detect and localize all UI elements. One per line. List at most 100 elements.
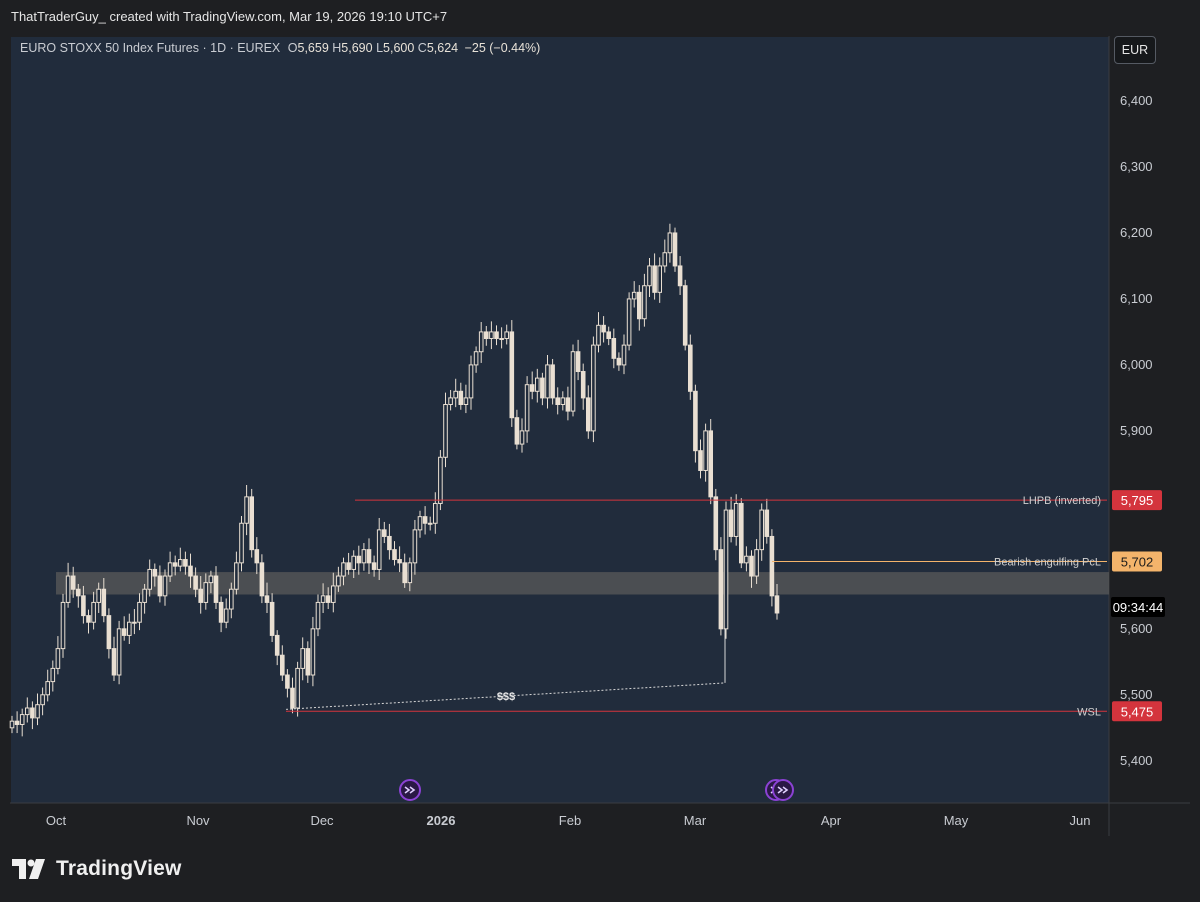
candle-bullish <box>443 403 448 458</box>
candle-bullish <box>723 509 729 630</box>
candle-bearish <box>616 357 622 366</box>
candle-bearish <box>346 562 351 570</box>
price-tick-label: 5,600 <box>1120 621 1153 636</box>
currency-button[interactable]: EUR <box>1114 36 1156 64</box>
candle-bullish <box>407 562 413 584</box>
candle-bullish <box>116 628 122 676</box>
candle-bullish <box>427 522 433 525</box>
time-tick-label: Jun <box>1070 813 1091 828</box>
candle-bullish <box>178 559 183 567</box>
candle-bearish <box>285 674 290 689</box>
candle-bullish <box>468 364 474 399</box>
candle-bullish <box>315 601 321 630</box>
candle-bearish <box>397 559 402 564</box>
low-label: L <box>376 41 384 55</box>
candle-bullish <box>162 575 168 597</box>
price-tick-label: 6,400 <box>1120 93 1153 108</box>
candle-bearish <box>708 430 714 498</box>
price-tick-label: 5,900 <box>1120 423 1153 438</box>
candle-bearish <box>259 562 265 597</box>
candle-bullish <box>25 707 30 716</box>
candle-bearish <box>739 502 744 564</box>
candle-bearish <box>152 568 158 577</box>
price-tick-label: 6,100 <box>1120 291 1153 306</box>
candle-bullish <box>499 338 504 341</box>
bearish-engulfing-label: Bearish engulfing PcL <box>994 557 1101 569</box>
time-tick-label: Oct <box>46 813 67 828</box>
open-value: 5,659 <box>297 41 329 55</box>
candle-bullish <box>55 648 61 669</box>
candle-bullish <box>438 456 443 504</box>
candle-bullish <box>657 265 663 293</box>
candle-bearish <box>382 529 387 537</box>
countdown-badge-bg <box>1111 597 1165 617</box>
candle-bullish <box>631 291 637 300</box>
candle-bullish <box>142 588 147 603</box>
lhpb-price-badge: 5,795 <box>1121 493 1154 508</box>
candle-bullish <box>463 397 469 405</box>
candle-bullish <box>478 331 484 353</box>
candle-bullish <box>208 575 214 584</box>
close-label: C <box>417 41 427 55</box>
candle-bullish <box>336 575 341 587</box>
candle-bullish <box>223 608 229 623</box>
candle-bearish <box>402 562 407 584</box>
event-marker-icon-arrow-icon <box>777 786 789 794</box>
candle-bearish <box>325 595 331 603</box>
candle-bearish <box>274 634 280 656</box>
bearish-engulfing-price-badge-bg <box>1112 551 1162 572</box>
candle-bearish <box>550 364 555 399</box>
candle-bearish <box>172 562 178 567</box>
candle-bullish <box>331 585 336 603</box>
high-value: 5,690 <box>341 41 373 55</box>
candle-bullish <box>40 694 45 706</box>
candle-bearish <box>586 397 591 432</box>
candle-bearish <box>514 417 520 445</box>
candle-bearish <box>718 549 724 630</box>
candle-bullish <box>412 529 418 564</box>
candle-bullish <box>239 522 244 564</box>
candle-bullish <box>96 588 102 603</box>
time-tick-label: Apr <box>821 813 842 828</box>
candle-bullish <box>621 344 627 366</box>
candle-bullish <box>341 562 346 577</box>
candle-bearish <box>529 384 535 392</box>
candle-bearish <box>30 707 35 719</box>
candle-bearish <box>540 377 545 399</box>
price-tick-label: 6,000 <box>1120 357 1153 372</box>
candle-bearish <box>601 324 606 333</box>
candle-bearish <box>280 654 285 676</box>
candle-bearish <box>387 535 392 551</box>
candle-bullish <box>127 621 132 636</box>
candle-bullish <box>545 364 550 399</box>
candle-bearish <box>672 232 678 267</box>
candle-bearish <box>183 559 188 567</box>
candle-bearish <box>249 496 254 551</box>
candle-bearish <box>213 575 219 603</box>
candle-bullish <box>50 667 56 683</box>
candle-bullish <box>361 549 367 564</box>
candle-bearish <box>157 575 163 597</box>
candle-bullish <box>203 582 209 603</box>
candle-bullish <box>310 628 316 676</box>
candle-bearish <box>769 535 775 597</box>
candle-bullish <box>744 555 749 564</box>
candle-bullish <box>596 324 601 346</box>
attribution-text: ThatTraderGuy_ created with TradingView.… <box>11 9 448 24</box>
candle-bearish <box>611 338 617 359</box>
countdown-badge: 09:34:44 <box>1113 600 1164 615</box>
plot-area[interactable] <box>11 37 1109 803</box>
tradingview-logo-icon <box>12 859 45 879</box>
candle-bullish <box>448 397 453 405</box>
symbol-legend: EURO STOXX 50 Index Futures · 1D · EUREX… <box>20 38 540 58</box>
candle-bearish <box>764 509 770 537</box>
event-marker-icon-arrow-icon <box>404 786 416 794</box>
candle-bullish <box>9 720 15 729</box>
time-tick-label: Mar <box>684 813 707 828</box>
candle-bullish <box>167 562 173 577</box>
candle-bullish <box>320 595 326 603</box>
candle-bullish <box>45 681 51 696</box>
candle-bullish <box>667 232 673 254</box>
attribution-bar: ThatTraderGuy_ created with TradingView.… <box>0 0 1200 36</box>
